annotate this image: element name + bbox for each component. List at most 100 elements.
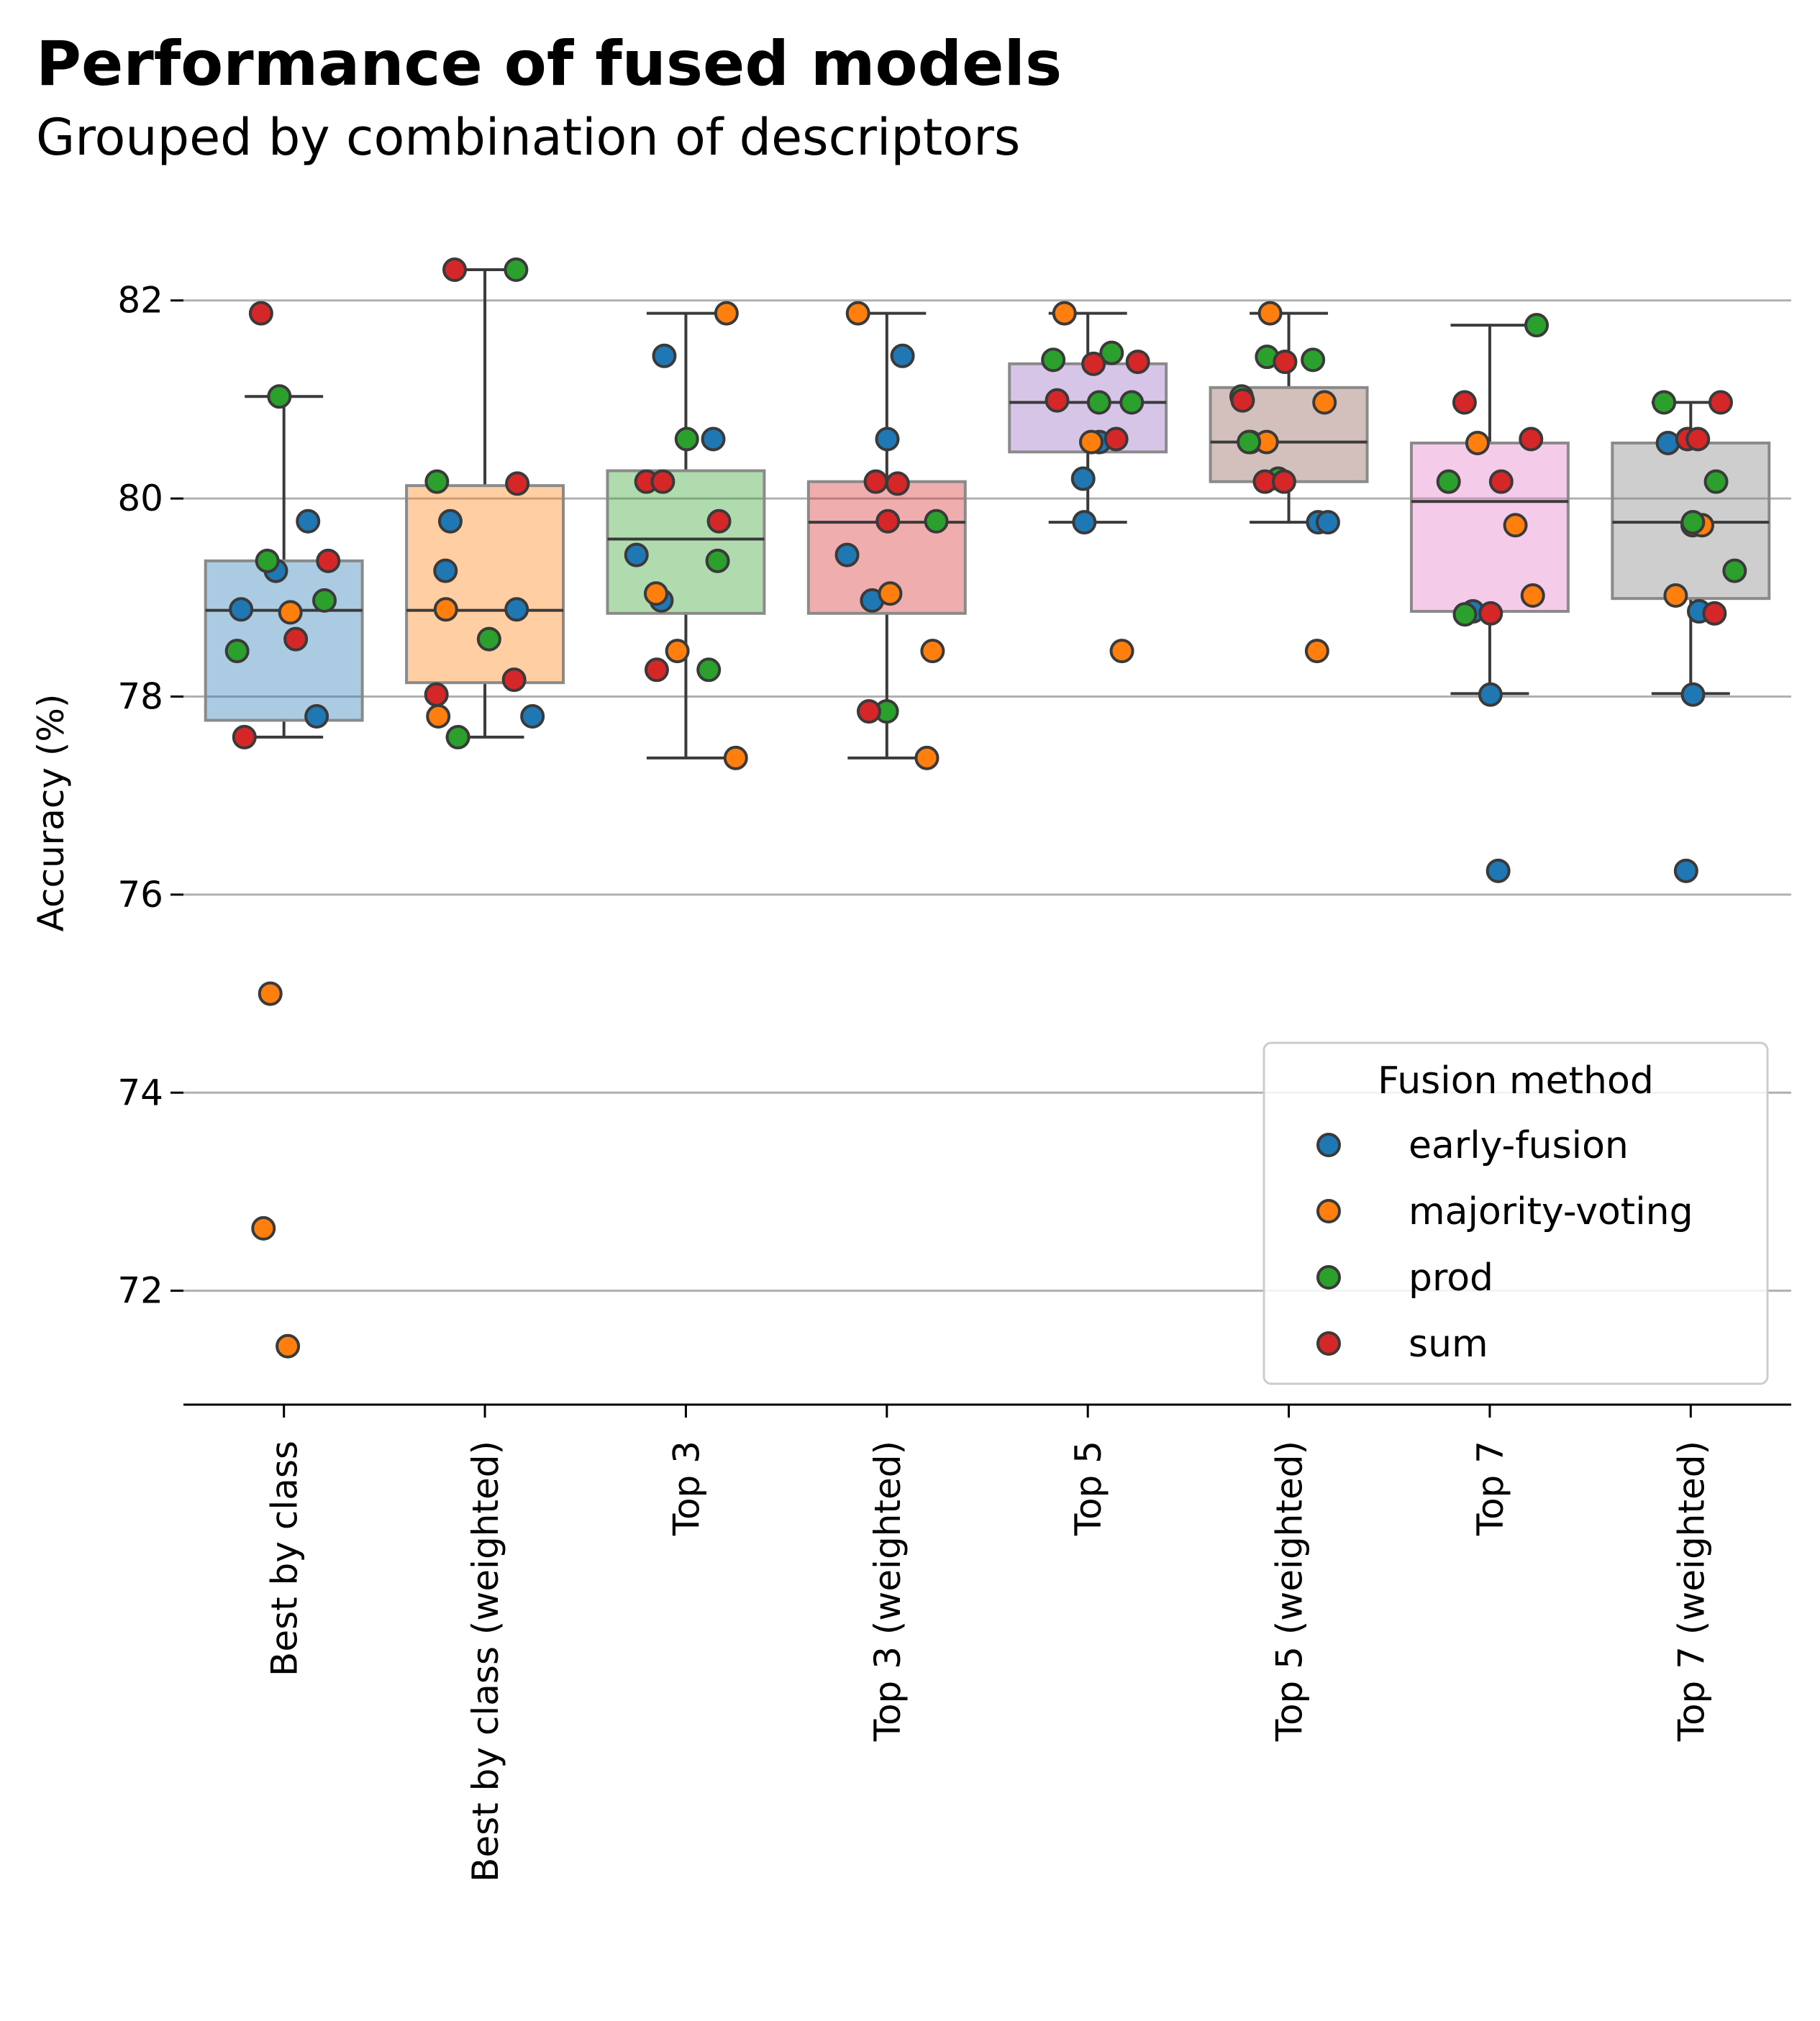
point-sum <box>1478 601 1503 626</box>
point-sum <box>1702 601 1727 626</box>
x-tick-label: Best by class (weighted) <box>465 1441 506 1882</box>
point-early-fusion <box>701 426 726 452</box>
point-sum <box>875 508 901 534</box>
chart-title: Performance of fused models <box>36 28 1062 100</box>
point-sum <box>248 301 273 326</box>
point-majority-voting <box>1663 583 1688 608</box>
point-early-fusion <box>1072 510 1097 535</box>
point-majority-voting <box>920 639 945 664</box>
point-early-fusion <box>624 542 649 567</box>
point-early-fusion <box>1680 682 1706 707</box>
point-early-fusion <box>229 597 254 622</box>
x-axis: Best by class Best by class (weighted) Top… <box>264 1405 1712 1882</box>
point-prod <box>476 626 501 652</box>
point-sum <box>1045 388 1070 413</box>
point-sum <box>885 471 910 496</box>
point-sum <box>505 471 530 496</box>
point-prod <box>1099 340 1124 365</box>
x-tick-label: Top 5 (weighted) <box>1269 1441 1311 1742</box>
point-sum <box>232 724 257 749</box>
legend-frame <box>1262 1041 1769 1385</box>
box-2 <box>405 268 565 739</box>
point-prod <box>1086 390 1111 415</box>
point-sum <box>1708 390 1733 415</box>
legend: Fusion method early-fusion majority-votin… <box>1262 1041 1769 1385</box>
point-early-fusion <box>437 508 463 534</box>
point-majority-voting <box>1052 301 1077 326</box>
x-tick-label: Top 7 (weighted) <box>1670 1441 1712 1742</box>
point-prod <box>255 548 280 573</box>
point-prod <box>312 588 337 613</box>
y-tick-label: 82 <box>117 280 163 321</box>
point-majority-voting <box>914 745 939 770</box>
point-majority-voting <box>845 301 870 326</box>
box-4 <box>806 311 967 759</box>
y-axis-label: Accuracy (%) <box>30 694 72 932</box>
legend-marker-majority-voting <box>1316 1199 1341 1223</box>
point-prod <box>1436 469 1461 494</box>
legend-label: early-fusion <box>1409 1124 1629 1167</box>
x-tick-label: Top 3 (weighted) <box>867 1441 909 1742</box>
chart-subtitle: Grouped by combination of descriptors <box>36 108 1020 167</box>
point-early-fusion <box>433 558 458 583</box>
point-sum <box>501 667 527 693</box>
point-early-fusion <box>504 597 529 622</box>
point-majority-voting <box>1109 639 1134 664</box>
y-axis: 72 74 76 78 80 82 <box>117 280 183 1312</box>
point-early-fusion <box>520 704 545 729</box>
point-early-fusion <box>652 343 677 368</box>
point-early-fusion <box>304 704 329 729</box>
y-tick-label: 72 <box>117 1270 163 1312</box>
point-sum <box>1081 351 1106 376</box>
legend-marker-early-fusion <box>1316 1133 1341 1157</box>
strip-points <box>224 257 1747 1359</box>
point-sum <box>856 699 881 724</box>
point-prod <box>224 639 250 664</box>
point-early-fusion <box>1655 430 1680 455</box>
point-early-fusion <box>1315 510 1340 535</box>
point-early-fusion <box>890 343 915 368</box>
point-early-fusion <box>296 508 321 534</box>
x-tick-label: Best by class <box>264 1441 306 1676</box>
legend-marker-prod <box>1316 1265 1341 1290</box>
legend-label: majority-voting <box>1409 1190 1693 1233</box>
point-majority-voting <box>1312 390 1337 415</box>
point-majority-voting <box>251 1215 276 1241</box>
point-majority-voting <box>276 1333 301 1359</box>
point-early-fusion <box>1485 858 1511 883</box>
y-tick-label: 78 <box>117 675 163 717</box>
point-sum <box>1519 426 1544 452</box>
x-tick-label: Top 5 <box>1068 1441 1109 1536</box>
point-sum <box>424 682 449 707</box>
y-tick-label: 80 <box>117 478 163 519</box>
point-majority-voting <box>878 581 903 606</box>
point-sum <box>442 257 468 283</box>
point-majority-voting <box>665 639 690 664</box>
point-sum <box>1452 390 1477 415</box>
point-prod <box>267 384 292 409</box>
point-early-fusion <box>834 542 860 567</box>
point-prod <box>1041 347 1066 373</box>
legend-marker-sum <box>1316 1331 1341 1356</box>
point-sum <box>644 657 669 683</box>
box-7 <box>1409 324 1570 695</box>
point-prod <box>674 426 699 452</box>
box-5 <box>1008 311 1168 524</box>
box-body <box>606 469 766 615</box>
point-early-fusion <box>1478 682 1503 707</box>
point-majority-voting <box>714 301 739 326</box>
point-sum <box>1230 388 1255 413</box>
point-prod <box>1452 602 1478 627</box>
point-early-fusion <box>1070 466 1096 491</box>
legend-title: Fusion method <box>1378 1059 1654 1103</box>
x-tick-label: Top 3 <box>665 1441 707 1536</box>
point-sum <box>1125 350 1150 375</box>
point-prod <box>1680 510 1706 535</box>
point-sum <box>706 508 732 534</box>
point-prod <box>1237 429 1262 455</box>
point-prod <box>1119 390 1145 415</box>
point-prod <box>1301 347 1326 373</box>
point-prod <box>705 548 730 573</box>
point-prod <box>1524 313 1550 338</box>
point-early-fusion <box>875 426 900 452</box>
